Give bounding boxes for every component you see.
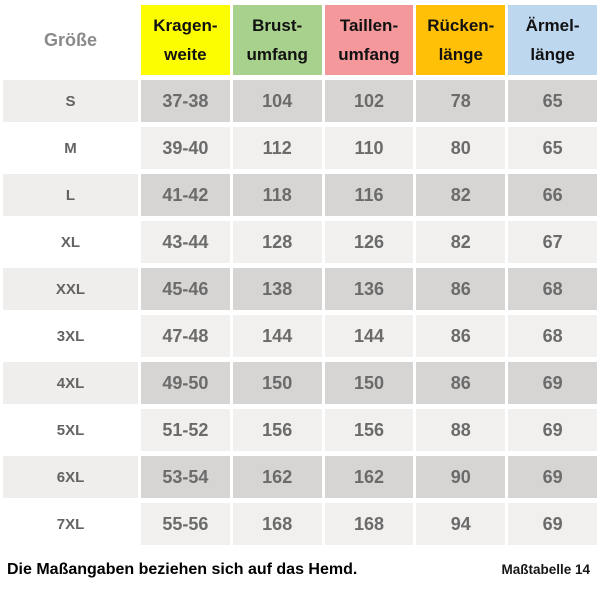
cell-taillenumfang: 156 xyxy=(324,409,414,451)
cell-aermellaenge: 68 xyxy=(508,268,597,310)
cell-aermellaenge: 69 xyxy=(508,456,597,498)
table-row: 6XL 53-54 162 162 90 69 xyxy=(3,456,597,498)
column-header-line2: länge xyxy=(530,45,575,64)
cell-taillenumfang: 126 xyxy=(324,221,414,263)
row-size-label: XXL xyxy=(3,268,138,310)
table-row: XL 43-44 128 126 82 67 xyxy=(3,221,597,263)
column-header-rueckenlaenge: Rücken-länge xyxy=(416,5,506,75)
row-size-label: 7XL xyxy=(3,503,138,545)
column-header-line2: umfang xyxy=(246,45,308,64)
cell-brustumfang: 104 xyxy=(232,80,322,122)
cell-kragenweite: 49-50 xyxy=(141,362,230,404)
cell-kragenweite: 47-48 xyxy=(141,315,230,357)
cell-rueckenlaenge: 88 xyxy=(416,409,506,451)
cell-rueckenlaenge: 82 xyxy=(416,221,506,263)
column-header-line1: Taillen- xyxy=(339,16,399,35)
cell-rueckenlaenge: 86 xyxy=(416,268,506,310)
cell-brustumfang: 144 xyxy=(232,315,322,357)
cell-brustumfang: 156 xyxy=(232,409,322,451)
column-header-aermellaenge: Ärmel-länge xyxy=(508,5,597,75)
row-size-label: M xyxy=(3,127,138,169)
cell-rueckenlaenge: 86 xyxy=(416,362,506,404)
cell-aermellaenge: 65 xyxy=(508,80,597,122)
row-size-label: 6XL xyxy=(3,456,138,498)
cell-taillenumfang: 110 xyxy=(324,127,414,169)
cell-rueckenlaenge: 94 xyxy=(416,503,506,545)
column-header-line2: weite xyxy=(164,45,207,64)
cell-kragenweite: 39-40 xyxy=(141,127,230,169)
footer: Die Maßangaben beziehen sich auf das Hem… xyxy=(0,550,600,579)
table-row: 4XL 49-50 150 150 86 69 xyxy=(3,362,597,404)
column-header-line1: Rücken- xyxy=(427,16,495,35)
footer-note: Die Maßangaben beziehen sich auf das Hem… xyxy=(7,561,358,578)
cell-kragenweite: 43-44 xyxy=(141,221,230,263)
column-header-line1: Ärmel- xyxy=(525,16,580,35)
table-row: M 39-40 112 110 80 65 xyxy=(3,127,597,169)
cell-rueckenlaenge: 82 xyxy=(416,174,506,216)
cell-taillenumfang: 162 xyxy=(324,456,414,498)
cell-aermellaenge: 65 xyxy=(508,127,597,169)
cell-brustumfang: 128 xyxy=(232,221,322,263)
cell-taillenumfang: 168 xyxy=(324,503,414,545)
cell-brustumfang: 118 xyxy=(232,174,322,216)
table-row: 3XL 47-48 144 144 86 68 xyxy=(3,315,597,357)
column-header-line2: umfang xyxy=(338,45,400,64)
cell-rueckenlaenge: 90 xyxy=(416,456,506,498)
table-row: 7XL 55-56 168 168 94 69 xyxy=(3,503,597,545)
cell-rueckenlaenge: 86 xyxy=(416,315,506,357)
column-header-line1: Brust- xyxy=(252,16,303,35)
row-size-label: 4XL xyxy=(3,362,138,404)
row-size-label: 5XL xyxy=(3,409,138,451)
cell-brustumfang: 150 xyxy=(232,362,322,404)
cell-aermellaenge: 69 xyxy=(508,362,597,404)
cell-brustumfang: 138 xyxy=(232,268,322,310)
size-chart-page: Größe Kragen-weite Brust-umfang Taillen-um… xyxy=(0,5,600,579)
cell-aermellaenge: 66 xyxy=(508,174,597,216)
cell-taillenumfang: 150 xyxy=(324,362,414,404)
cell-rueckenlaenge: 80 xyxy=(416,127,506,169)
cell-kragenweite: 53-54 xyxy=(141,456,230,498)
cell-taillenumfang: 102 xyxy=(324,80,414,122)
column-header-line2: länge xyxy=(438,45,483,64)
table-row: 5XL 51-52 156 156 88 69 xyxy=(3,409,597,451)
table-reference: Maßtabelle 14 xyxy=(501,562,590,577)
table-row: S 37-38 104 102 78 65 xyxy=(3,80,597,122)
cell-kragenweite: 41-42 xyxy=(141,174,230,216)
cell-kragenweite: 51-52 xyxy=(141,409,230,451)
column-header-brustumfang: Brust-umfang xyxy=(232,5,322,75)
cell-taillenumfang: 116 xyxy=(324,174,414,216)
cell-rueckenlaenge: 78 xyxy=(416,80,506,122)
row-size-label: 3XL xyxy=(3,315,138,357)
column-header-groesse: Größe xyxy=(3,5,138,75)
row-size-label: XL xyxy=(3,221,138,263)
cell-brustumfang: 162 xyxy=(232,456,322,498)
column-header-kragenweite: Kragen-weite xyxy=(141,5,230,75)
row-size-label: L xyxy=(3,174,138,216)
size-table: Größe Kragen-weite Brust-umfang Taillen-um… xyxy=(3,5,597,545)
column-header-line1: Kragen- xyxy=(153,16,218,35)
cell-taillenumfang: 136 xyxy=(324,268,414,310)
cell-brustumfang: 168 xyxy=(232,503,322,545)
header-row: Größe Kragen-weite Brust-umfang Taillen-um… xyxy=(3,5,597,75)
column-header-taillenumfang: Taillen-umfang xyxy=(324,5,414,75)
cell-aermellaenge: 69 xyxy=(508,409,597,451)
cell-brustumfang: 112 xyxy=(232,127,322,169)
row-size-label: S xyxy=(3,80,138,122)
cell-kragenweite: 55-56 xyxy=(141,503,230,545)
table-row: L 41-42 118 116 82 66 xyxy=(3,174,597,216)
table-row: XXL 45-46 138 136 86 68 xyxy=(3,268,597,310)
cell-kragenweite: 37-38 xyxy=(141,80,230,122)
cell-aermellaenge: 69 xyxy=(508,503,597,545)
cell-taillenumfang: 144 xyxy=(324,315,414,357)
cell-kragenweite: 45-46 xyxy=(141,268,230,310)
cell-aermellaenge: 67 xyxy=(508,221,597,263)
cell-aermellaenge: 68 xyxy=(508,315,597,357)
